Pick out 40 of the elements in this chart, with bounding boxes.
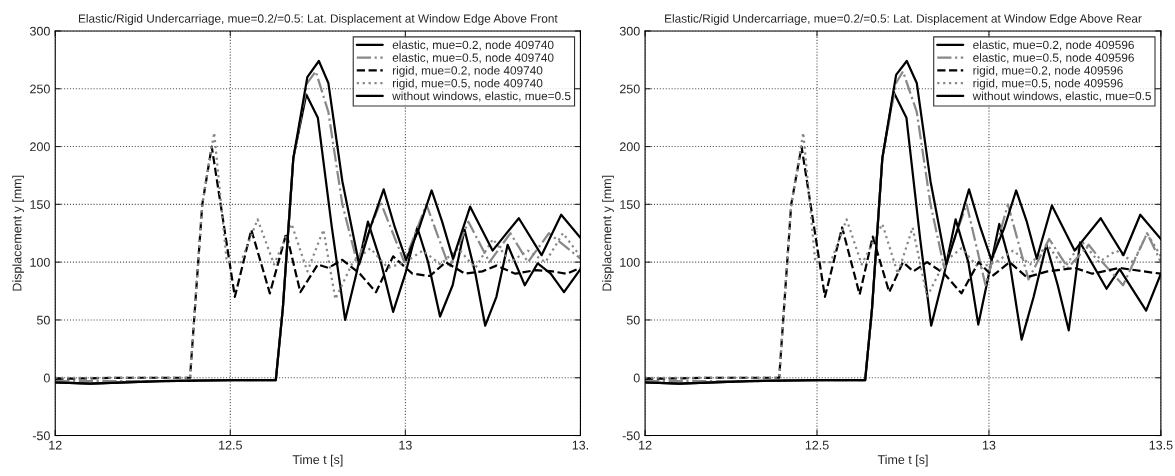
y-axis-title: Displacement y [mm] — [12, 175, 24, 291]
x-tick-label: 13. — [572, 440, 588, 450]
y-tick-label: 50 — [626, 315, 640, 325]
y-tick-label: 250 — [619, 84, 640, 94]
x-tick-label: 12.5 — [805, 440, 829, 450]
chart-title: Elastic/Rigid Undercarriage, mue=0.2/=0.5: Lat. Displacement at Window Edge Above Rear — [665, 14, 1142, 26]
x-tick-label: 13 — [982, 440, 996, 450]
legend-label: rigid, mue=0.2, node 409740 — [392, 65, 543, 77]
x-axis-title: Time t [s] — [877, 454, 928, 467]
x-tick-label: 12 — [49, 440, 62, 450]
x-tick-label: 13.5 — [1149, 440, 1173, 450]
y-tick-label: 100 — [30, 257, 50, 267]
legend-label: elastic, mue=0.2, node 409740 — [392, 40, 554, 51]
chart-title: Elastic/Rigid Undercarriage, mue=0.2/=0.5: Lat. Displacement at Window Edge Above Front — [78, 14, 558, 26]
legend-label: rigid, mue=0.5, node 409740 — [392, 78, 543, 90]
legend-label: elastic, mue=0.2, node 409596 — [973, 40, 1134, 51]
legend-label: elastic, mue=0.5, node 409740 — [392, 53, 554, 64]
y-tick-label: 0 — [633, 373, 640, 383]
y-tick-label: -50 — [622, 431, 640, 441]
y-tick-label: 300 — [619, 26, 640, 36]
y-axis-title: Displacement y [mm] — [602, 175, 614, 291]
y-tick-label: 150 — [620, 200, 640, 209]
legend-label: rigid, mue=0.2, node 409596 — [973, 65, 1123, 77]
legend-label: rigid, mue=0.5, node 409596 — [973, 78, 1123, 90]
x-axis-title: Time t [s] — [292, 454, 343, 467]
y-tick-label: 0 — [43, 373, 50, 383]
legend-label: elastic, mue=0.5, node 409596 — [973, 53, 1134, 64]
x-tick-label: 12.5 — [219, 440, 242, 450]
y-tick-label: 50 — [36, 315, 50, 325]
y-tick-label: 300 — [29, 26, 50, 36]
legend-label: without windows, elastic, mue=0.5 — [972, 91, 1151, 102]
x-tick-label: 12 — [639, 440, 652, 450]
y-tick-label: 200 — [619, 142, 640, 152]
y-tick-label: 150 — [30, 200, 50, 209]
legend-label: without windows, elastic, mue=0.5 — [392, 91, 571, 102]
y-tick-label: 100 — [620, 257, 640, 267]
y-tick-label: 200 — [30, 142, 50, 152]
y-tick-label: 250 — [30, 84, 50, 94]
y-tick-label: -50 — [32, 431, 50, 441]
x-tick-label: 13 — [399, 440, 412, 450]
